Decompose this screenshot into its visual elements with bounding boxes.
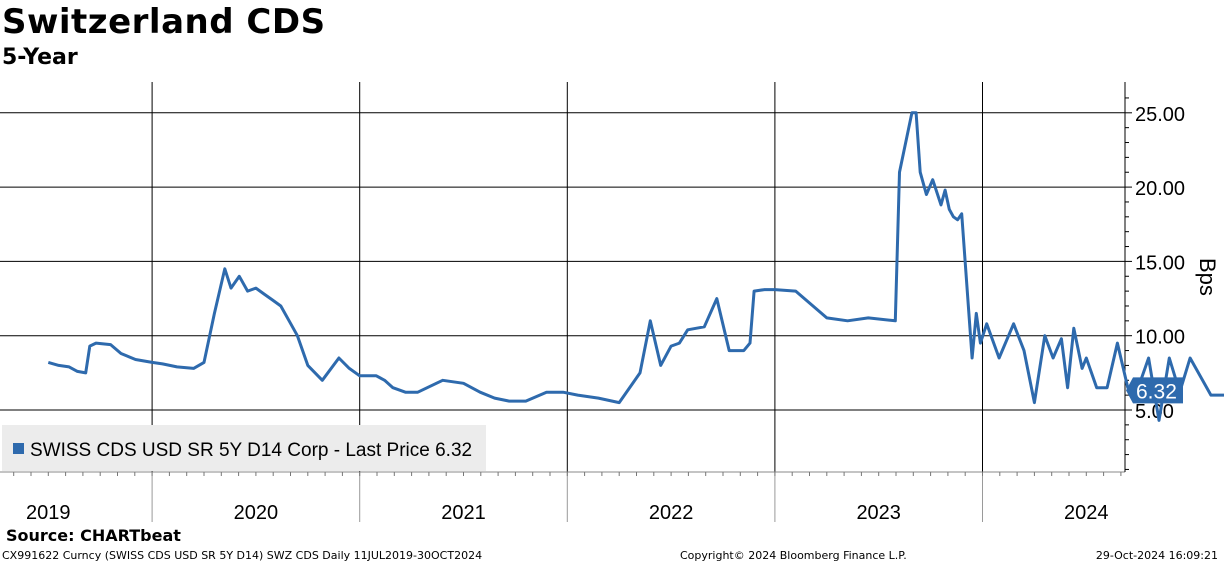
legend-swatch bbox=[13, 443, 24, 454]
y-tick-label: 15.00 bbox=[1135, 252, 1185, 274]
last-price-badge bbox=[1126, 377, 1183, 404]
x-tick-label: 2022 bbox=[649, 502, 694, 524]
y-axis-label: Bps bbox=[1195, 258, 1220, 296]
footer-ticker-info: CX991622 Curncy (SWISS CDS USD SR 5Y D14… bbox=[2, 549, 483, 562]
legend: SWISS CDS USD SR 5Y D14 Corp - Last Pric… bbox=[2, 425, 486, 471]
x-tick-label: 2019 bbox=[26, 502, 71, 524]
legend-box bbox=[2, 425, 486, 471]
x-tick-label: 2023 bbox=[856, 502, 901, 524]
last-price-badge-group: 6.32 bbox=[1126, 377, 1183, 404]
grid-lines bbox=[0, 82, 1125, 472]
last-price-value: 6.32 bbox=[1136, 380, 1177, 403]
chart-title: Switzerland CDS bbox=[2, 2, 326, 42]
footer-copyright: Copyright© 2024 Bloomberg Finance L.P. bbox=[680, 549, 907, 562]
y-tick-label: 25.00 bbox=[1135, 104, 1185, 126]
legend-label: SWISS CDS USD SR 5Y D14 Corp - Last Pric… bbox=[30, 440, 472, 461]
x-tick-label: 2020 bbox=[234, 502, 279, 524]
x-tick-label: 2021 bbox=[441, 502, 486, 524]
series-layer bbox=[47, 111, 1224, 422]
y-tick-label: 5.00 bbox=[1135, 401, 1174, 423]
y-tick-label: 10.00 bbox=[1135, 327, 1185, 349]
footer-timestamp: 29-Oct-2024 16:09:21 bbox=[1095, 549, 1218, 562]
x-axis-labels: 2019 2020 2021 2022 2023 2024 bbox=[26, 502, 1109, 524]
x-tick-label: 2024 bbox=[1064, 502, 1109, 524]
y-tick-label: 20.00 bbox=[1135, 178, 1185, 200]
y-axis: 5.00 10.00 15.00 20.00 25.00 Bps bbox=[1124, 82, 1220, 472]
chart-subtitle: 5-Year bbox=[2, 45, 78, 70]
series-line bbox=[47, 111, 1224, 422]
x-axis-ticks bbox=[0, 471, 1125, 522]
source-label: Source: CHARTbeat bbox=[6, 526, 181, 545]
